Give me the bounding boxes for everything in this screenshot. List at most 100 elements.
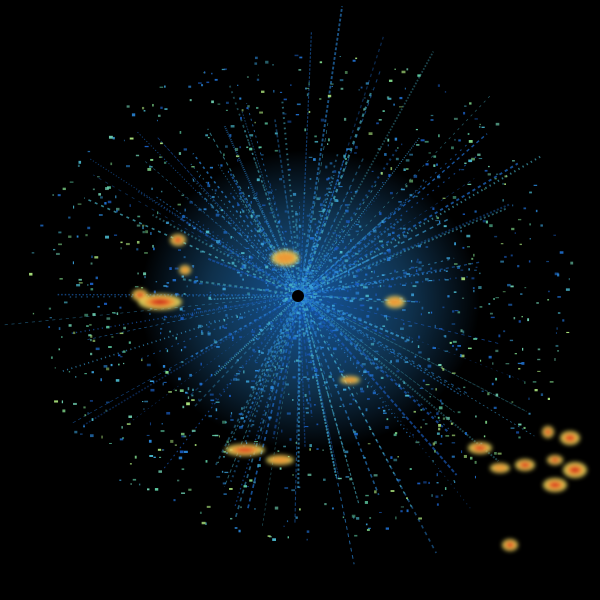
echo-dot [342,240,344,244]
echo-dot [183,346,187,349]
echo-dot [410,266,415,269]
echo-dot [150,232,152,235]
echo-dot [274,292,277,294]
echo-dot [524,381,526,384]
echo-dot [342,516,345,519]
echo-dot [303,233,306,236]
echo-dot [372,391,376,395]
echo-dot [141,106,145,110]
echo-dot [345,312,349,314]
echo-dot [108,346,112,349]
echo-dot [328,375,332,378]
echo-dot [327,286,331,289]
echo-dot [274,366,277,369]
echo-dot [481,390,484,393]
echo-dot [49,317,52,319]
echo-dot [294,320,298,323]
echo-dot [247,274,249,277]
echo-dot [329,295,333,299]
echo-dot [484,188,486,190]
echo-dot [238,232,241,234]
echo-dot [371,271,373,273]
echo-dot [279,178,283,181]
echo-dot [162,382,165,386]
echo-dot [241,265,245,269]
echo-dot [223,262,225,264]
echo-dot [462,330,465,334]
echo-dot [342,285,344,288]
echo-dot [255,362,258,364]
echo-dot [398,201,402,203]
echo-dot [68,235,72,238]
echo-dot [162,449,165,451]
echo-dot [258,350,261,353]
echo-dot [285,331,290,334]
echo-dot [164,85,166,88]
echo-dot [322,384,325,386]
spoke [299,294,399,304]
echo-dot [451,455,455,458]
echo-dot [198,175,200,178]
echo-dot [562,319,565,322]
echo-dot [223,153,225,157]
echo-dot [439,220,441,224]
echo-dot [353,338,355,341]
spoke [182,278,301,297]
echo-dot [502,182,504,185]
echo-dot [456,265,461,268]
echo-dot [352,59,356,62]
echo-dot [101,435,103,439]
echo-dot [226,452,228,454]
echo-dot [306,271,310,273]
echo-dot [125,242,130,246]
echo-dot [350,197,353,200]
echo-dot [92,339,96,342]
echo-dot [289,296,292,300]
echo-dot [447,295,450,298]
echo-dot [493,298,495,300]
echo-dot [346,148,351,150]
echo-dot [145,230,149,234]
echo-dot [165,371,169,374]
echo-dot [291,293,293,296]
echo-dot [54,400,59,403]
echo-dot [467,347,472,350]
echo-dot [471,157,475,161]
echo-dot [460,354,465,358]
echo-dot [432,460,434,463]
spoke [188,161,301,296]
echo-dot [322,210,325,212]
echo-dot [229,394,231,398]
echo-dot [235,373,240,375]
echo-dot [159,456,162,458]
echo-dot [283,525,285,527]
storm-cell [342,377,358,383]
echo-dot [106,317,111,320]
echo-dot [382,110,385,112]
echo-dot [200,250,204,253]
echo-dot [87,284,89,286]
echo-dot [281,332,284,334]
echo-dot [228,332,232,336]
echo-dot [437,84,440,87]
echo-dot [263,306,266,309]
echo-dot [302,297,305,300]
echo-dot [420,426,422,429]
echo-dot [247,292,250,296]
echo-dot [230,412,233,415]
echo-dot [344,360,347,363]
echo-dot [248,255,253,259]
echo-dot [137,215,141,218]
echo-dot [528,412,531,415]
echo-dot [322,449,324,451]
echo-dot [256,214,261,217]
echo-dot [52,194,55,196]
echo-dot [487,173,491,176]
echo-dot [321,277,326,280]
echo-dot [358,220,360,223]
echo-dot [440,435,443,438]
echo-dot [299,56,303,59]
echo-dot [377,407,381,409]
echo-dot [177,203,182,206]
echo-dot [254,369,259,372]
